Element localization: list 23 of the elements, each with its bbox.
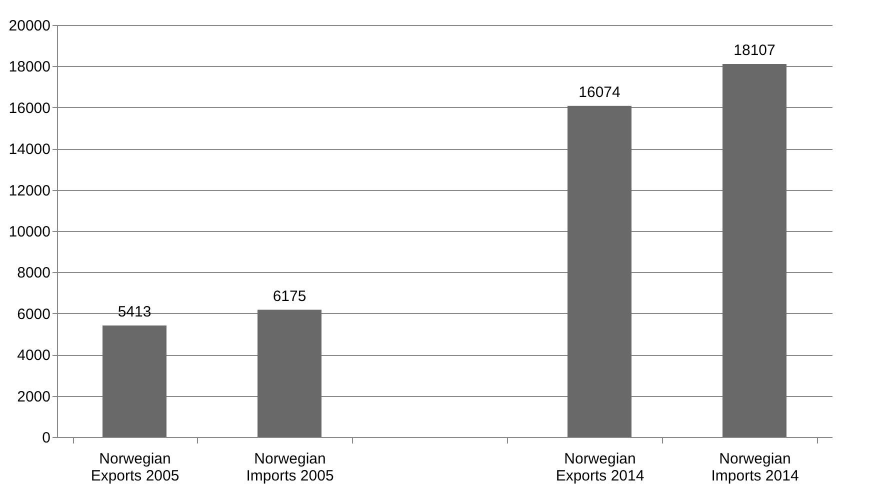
y-tick-label: 10000 [8, 224, 50, 240]
data-label: 18107 [734, 42, 776, 59]
y-tick-label: 20000 [8, 18, 50, 34]
data-label: 16074 [578, 84, 620, 101]
bar [258, 310, 322, 437]
x-tick-label: Norwegian Exports 2014 [556, 450, 644, 484]
y-tick-label: 16000 [8, 100, 50, 117]
y-tick-label: 6000 [17, 306, 50, 323]
x-tick-label: Norwegian Exports 2005 [90, 450, 180, 484]
y-tick-label: 12000 [8, 182, 50, 200]
y-tick-label: 0 [42, 430, 50, 446]
data-label: 6175 [272, 288, 306, 305]
y-tick-label: 18000 [8, 58, 50, 76]
x-tick-label: Norwegian Imports 2005 [246, 450, 334, 484]
data-label: 5413 [118, 303, 152, 320]
y-tick-label: 14000 [8, 141, 50, 158]
bar [568, 106, 632, 437]
bar [102, 325, 166, 437]
x-tick-label: Norwegian Imports 2014 [711, 450, 799, 484]
y-tick-label: 2000 [17, 388, 50, 406]
y-tick-label: 8000 [17, 264, 50, 282]
y-tick-label: 4000 [17, 347, 50, 364]
bar [722, 64, 786, 437]
